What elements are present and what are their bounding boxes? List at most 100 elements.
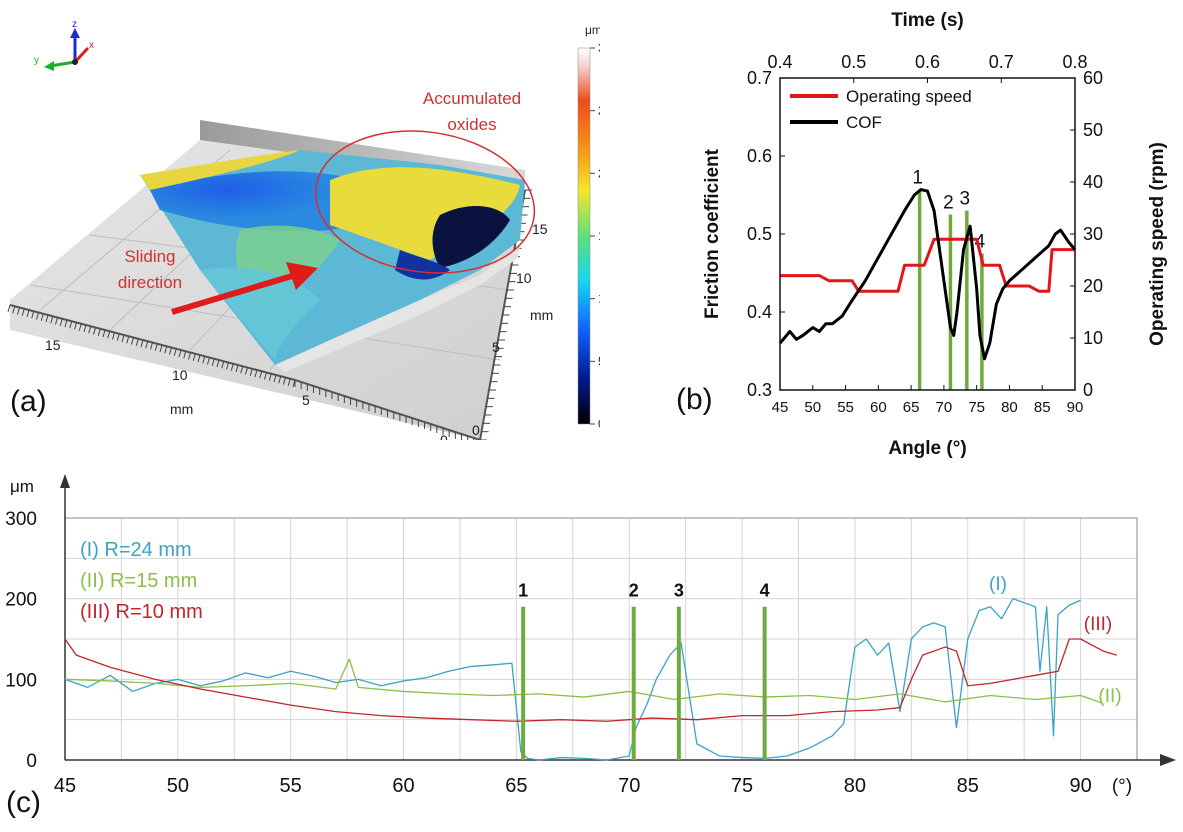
x-tick-label: 45: [54, 775, 76, 797]
x-tick-0: 0: [440, 432, 448, 440]
profile-line: [64, 598, 1081, 761]
colorbar: [577, 47, 591, 425]
event-marker-label: 3: [674, 581, 684, 601]
legend-label: (I) R=24 mm: [80, 539, 192, 561]
x2-tick-label: 0.7: [989, 52, 1014, 72]
y2-tick-label: 40: [1083, 172, 1103, 192]
oxide-region-yellow: [330, 167, 520, 260]
sliding-arrow-shaft: [171, 273, 293, 315]
x2-tick-label: 0.4: [767, 52, 792, 72]
y-axis-label: Friction coefficient: [702, 148, 723, 319]
y2-tick-label: 20: [1083, 276, 1103, 296]
y-unit-label: μm: [10, 477, 34, 496]
series-end-label: (I): [989, 574, 1007, 595]
y-tick-label: 100: [5, 670, 37, 691]
y-tick-label: 200: [5, 590, 37, 611]
x-tick-label: 50: [804, 399, 821, 416]
profile-chart: 1 2 3 4 45 50 55 60 65 70 75 80 85 90 0 100 200 300 μm (°) (…: [5, 474, 1176, 797]
legend-label: COF: [846, 113, 882, 132]
x-tick-label: 55: [837, 399, 854, 416]
event-marker-label: 4: [760, 581, 770, 601]
triad-x-label: x: [89, 40, 94, 51]
panel-a: Accumulated oxides Sliding direction 15 …: [0, 0, 618, 448]
panel-c-label: (c): [6, 786, 41, 819]
x-tick-label: 90: [1067, 399, 1084, 416]
y2-tick-label: 10: [1083, 328, 1103, 348]
y-tick-10: 10: [516, 270, 532, 286]
y-axis-arrow: [60, 474, 70, 488]
y2-tick-label: 50: [1083, 120, 1103, 140]
x-unit-label: (°): [1112, 776, 1132, 797]
y-tick-label: 300: [5, 509, 37, 530]
profile-line: [64, 658, 1104, 705]
cof-chart: 12 3 4 45 50 55 60 65 70 75 80 85 90 0.4 0.5 0.6 0.7 0.8 0…: [702, 10, 1168, 459]
x-tick-label: 50: [167, 775, 189, 797]
legend-label: (III) R=10 mm: [80, 601, 203, 623]
surface-edge: [275, 245, 520, 372]
x2-tick-label: 0.8: [1062, 52, 1087, 72]
x-tick-label: 55: [280, 775, 302, 797]
y-tick-15: 15: [532, 221, 548, 237]
legend-label: (II) R=15 mm: [80, 570, 197, 592]
x-tick-label: 60: [870, 399, 887, 416]
oxides-ellipse: [314, 130, 536, 274]
triad-y-label: y: [34, 55, 39, 66]
surface-cyan-patch: [200, 267, 320, 360]
event-marker-label: 2: [943, 193, 954, 214]
y-tick-label: 0.3: [747, 380, 772, 400]
event-marker-label: 2: [629, 581, 639, 601]
x-tick-label: 45: [772, 399, 789, 416]
triad-z-label: z: [72, 19, 77, 30]
x-tick-label: 70: [936, 399, 953, 416]
x-tick-10: 10: [172, 367, 188, 383]
x-tick-5: 5: [302, 392, 310, 408]
oxide-pit-blue: [395, 250, 450, 280]
event-marker-label: 3: [960, 189, 971, 210]
series-end-label: (II): [1098, 686, 1121, 707]
y-tick-label: 0.7: [747, 68, 772, 88]
x-axis-arrow: [1160, 754, 1176, 766]
axis-triad: z x y: [34, 19, 94, 71]
panel-b-label: (b): [676, 383, 713, 416]
legend-label: Operating speed: [846, 87, 972, 106]
event-marker-label: 1: [912, 168, 923, 189]
x2-tick-label: 0.6: [915, 52, 940, 72]
plot-frame: [779, 77, 1076, 391]
panel-c: 1 2 3 4 45 50 55 60 65 70 75 80 85 90 0 100 200 300 μm (°) (…: [0, 470, 1183, 827]
y-tick-0: 0: [472, 422, 480, 438]
sliding-label-line1: Sliding: [124, 247, 175, 266]
x2-tick-label: 0.5: [841, 52, 866, 72]
series-end-label: (III): [1084, 614, 1113, 635]
x-tick-label: 90: [1069, 775, 1091, 797]
x-tick-label: 80: [844, 775, 866, 797]
series-line: [780, 237, 1075, 293]
surface-map-3d: Accumulated oxides Sliding direction 15 …: [7, 19, 618, 448]
x-tick-label: 75: [731, 775, 753, 797]
y-tick-5: 5: [492, 339, 500, 355]
colorbar-ticks: 300250200150100500: [590, 41, 618, 431]
oxides-label-line2: oxides: [447, 115, 496, 134]
x-tick-label: 85: [957, 775, 979, 797]
y2-tick-label: 30: [1083, 224, 1103, 244]
x-axis-unit: mm: [170, 401, 193, 417]
y-tick-label: 0.5: [747, 224, 772, 244]
y-tick-label: 0: [26, 751, 37, 772]
x-axis-label: Angle (°): [888, 438, 966, 459]
x-tick-15: 15: [45, 337, 61, 353]
y2-tick-label: 60: [1083, 68, 1103, 88]
oxide-pit-dark: [432, 205, 510, 268]
sliding-arrow-head: [286, 262, 318, 290]
x-tick-label: 70: [618, 775, 640, 797]
y2-tick-label: 0: [1083, 380, 1093, 400]
oxides-label-line1: Accumulated: [423, 89, 521, 108]
y2-axis-label: Operating speed (rpm): [1147, 142, 1168, 346]
panel-a-label: (a): [10, 385, 47, 418]
y-tick-label: 0.4: [747, 302, 772, 322]
x-tick-label: 80: [1001, 399, 1018, 416]
y-axis-unit: mm: [530, 307, 553, 323]
wear-track-blue: [150, 171, 370, 232]
colorbar-unit: μm: [585, 23, 600, 37]
x-tick-label: 60: [392, 775, 414, 797]
x-tick-label: 85: [1034, 399, 1051, 416]
x-tick-label: 75: [968, 399, 985, 416]
